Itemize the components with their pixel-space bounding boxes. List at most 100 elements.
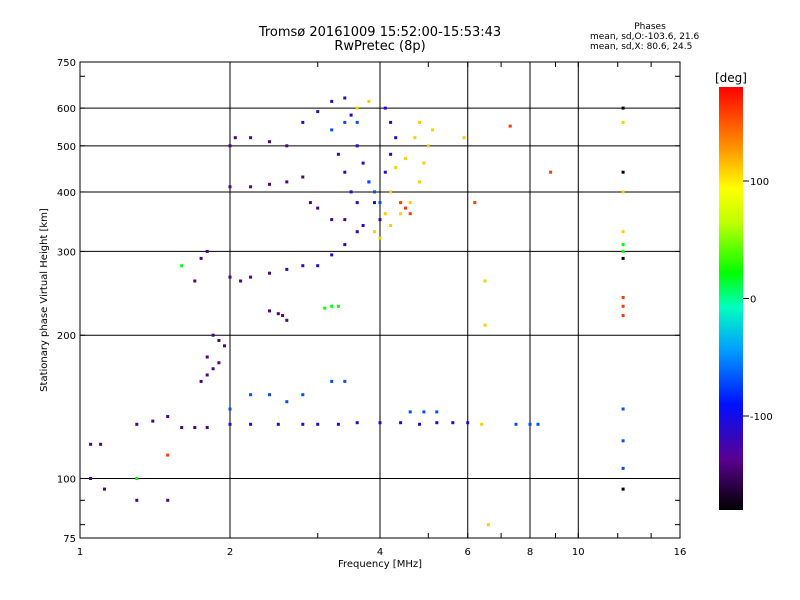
data-point — [621, 170, 625, 174]
data-point — [373, 201, 376, 205]
data-point — [399, 421, 403, 425]
data-point — [268, 393, 271, 397]
data-point — [285, 144, 289, 148]
data-point — [536, 422, 540, 426]
data-point — [330, 128, 334, 132]
data-point — [166, 453, 170, 457]
y-tick-label: 600 — [57, 104, 76, 115]
data-point — [180, 426, 184, 429]
colorbar-label: [deg] — [715, 71, 747, 85]
data-point — [268, 140, 271, 144]
data-point — [408, 212, 412, 216]
data-point — [316, 110, 320, 114]
phases-o-stats: mean, sd,O:-103.6, 21.6 — [590, 32, 700, 42]
data-point — [135, 477, 139, 480]
data-point — [621, 190, 625, 194]
x-tick-label: 4 — [377, 547, 383, 558]
data-point — [378, 236, 382, 240]
data-point — [621, 487, 625, 491]
data-point — [413, 136, 417, 140]
data-point — [621, 296, 625, 299]
data-point — [211, 367, 215, 371]
data-point — [378, 201, 382, 205]
data-point — [621, 106, 625, 110]
data-points — [89, 96, 625, 527]
y-tick-label: 100 — [57, 475, 76, 486]
data-point — [486, 523, 490, 527]
data-point — [435, 421, 439, 425]
data-point — [431, 128, 435, 132]
data-point — [205, 249, 209, 253]
data-point — [355, 106, 359, 110]
colorbar-tick-label: 100 — [750, 177, 769, 188]
data-point — [394, 166, 398, 170]
data-point — [621, 439, 625, 443]
data-point — [399, 212, 403, 216]
data-point — [462, 136, 466, 140]
x-axis-ticks: 1 2 4 6 8 10 16 — [77, 62, 687, 558]
data-point — [404, 206, 407, 210]
data-point — [355, 120, 359, 124]
y-axis-label: Stationary phase Virtual Height [km] — [39, 208, 50, 392]
data-point — [193, 279, 197, 283]
colorbar-tick-label: 0 — [750, 295, 756, 306]
data-point — [373, 190, 376, 194]
data-point — [343, 218, 347, 222]
data-point — [180, 264, 184, 268]
phases-summary: Phases mean, sd,O:-103.6, 21.6 mean, sd,… — [590, 22, 750, 52]
data-point — [193, 426, 197, 429]
data-point — [528, 422, 532, 426]
data-point — [336, 304, 340, 308]
y-tick-label: 400 — [57, 188, 76, 199]
data-point — [394, 136, 398, 140]
data-point — [418, 120, 421, 124]
data-point — [404, 157, 407, 161]
data-point — [276, 422, 280, 426]
data-point — [316, 206, 320, 210]
data-point — [508, 124, 512, 128]
y-tick-label: 75 — [63, 534, 76, 545]
data-point — [330, 253, 334, 257]
data-point — [205, 426, 209, 429]
data-point — [323, 306, 327, 310]
data-point — [276, 312, 280, 316]
data-point — [422, 161, 426, 165]
data-point — [330, 218, 334, 222]
data-point — [418, 180, 421, 184]
data-point — [285, 318, 289, 322]
chart-title-line2: RwPretec (8p) — [334, 39, 426, 54]
data-point — [383, 170, 387, 174]
data-point — [89, 442, 93, 446]
x-tick-label: 8 — [527, 547, 533, 558]
x-tick-label: 10 — [572, 547, 585, 558]
x-axis-label: Frequency [MHz] — [338, 559, 422, 570]
data-point — [426, 144, 430, 148]
data-point — [301, 175, 305, 179]
data-point — [349, 113, 353, 117]
data-point — [249, 275, 253, 279]
data-point — [249, 393, 253, 397]
data-point — [199, 256, 203, 260]
data-point — [135, 422, 139, 426]
data-point — [217, 361, 221, 365]
data-point — [285, 267, 289, 271]
data-point — [483, 279, 487, 283]
data-point — [480, 422, 484, 426]
data-point — [549, 170, 553, 174]
data-point — [418, 422, 421, 426]
data-point — [330, 304, 334, 308]
data-point — [233, 136, 237, 140]
colorbar-tick-label: -100 — [750, 412, 773, 423]
x-tick-label: 16 — [674, 547, 687, 558]
x-tick-label: 6 — [465, 547, 471, 558]
data-point — [228, 407, 232, 411]
data-point — [422, 410, 426, 414]
data-point — [621, 256, 625, 260]
data-point — [408, 201, 412, 205]
data-point — [355, 421, 359, 425]
data-point — [308, 201, 312, 205]
data-point — [514, 422, 518, 426]
data-point — [205, 373, 209, 377]
phases-x-stats: mean, sd,X: 80.6, 24.5 — [590, 42, 693, 52]
